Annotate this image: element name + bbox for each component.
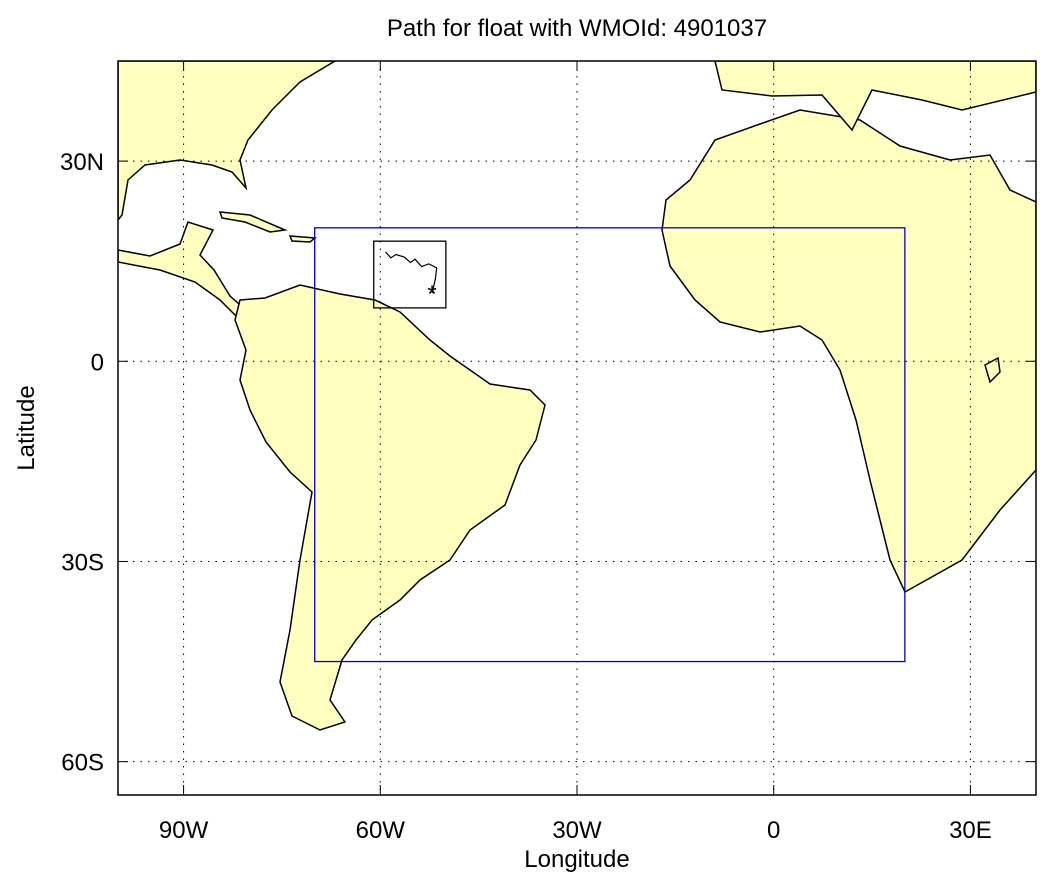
x-tick-label: 90W — [159, 817, 209, 844]
inset-box — [373, 240, 447, 309]
float-end-marker: * — [427, 281, 436, 308]
y-tick-label: 0 — [91, 349, 104, 376]
plot-frame — [117, 60, 1037, 796]
south-america — [234, 284, 546, 731]
africa — [661, 109, 1036, 594]
y-tick-label: 30N — [60, 149, 104, 176]
caribbean — [218, 211, 317, 243]
region-box — [314, 227, 906, 663]
y-tick-label: 30S — [61, 549, 104, 576]
float-path — [385, 251, 438, 294]
y-axis-label: Latitude — [13, 385, 40, 470]
x-axis-label: Longitude — [524, 846, 629, 873]
y-tick-label: 60S — [61, 750, 104, 777]
central-america — [118, 221, 250, 322]
north-america — [118, 61, 337, 222]
chart-title: Path for float with WMOId: 4901037 — [387, 15, 767, 42]
madagascar — [984, 356, 1001, 384]
land — [118, 61, 1036, 731]
europe — [714, 61, 1036, 132]
axes — [118, 61, 1036, 795]
x-tick-label: 60W — [356, 817, 406, 844]
x-tick-label: 30W — [552, 817, 602, 844]
x-tick-label: 0 — [767, 817, 780, 844]
x-tick-label: 30E — [949, 817, 992, 844]
